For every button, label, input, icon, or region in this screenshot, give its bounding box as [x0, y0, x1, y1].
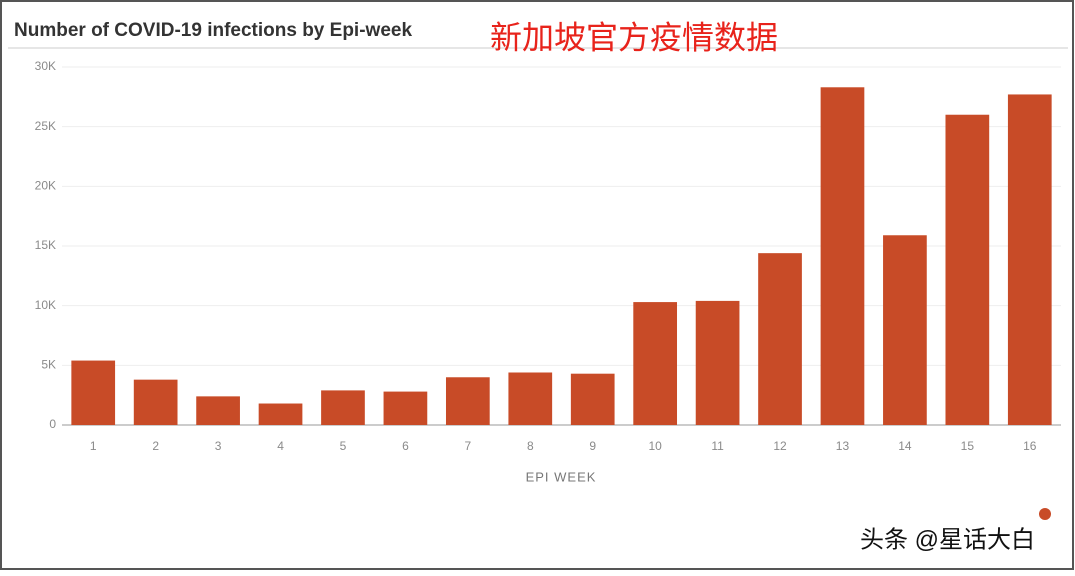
x-tick-label: 10 [648, 439, 662, 453]
x-tick-label: 6 [402, 439, 409, 453]
bar [321, 390, 365, 425]
bar [196, 396, 240, 425]
y-tick-label: 25K [35, 119, 56, 133]
x-tick-label: 12 [773, 439, 787, 453]
bar [758, 253, 802, 425]
bar [508, 372, 553, 425]
annotation: 新加坡官方疫情数据 [490, 19, 778, 55]
dot [1039, 508, 1051, 520]
bar [695, 300, 740, 425]
bar [133, 379, 178, 425]
y-tick-label: 10K [35, 298, 56, 312]
x-tick-label: 5 [340, 439, 347, 453]
x-tick-label: 4 [277, 439, 284, 453]
x-tick-label: 3 [215, 439, 222, 453]
x-tick-label: 11 [711, 439, 724, 453]
y-tick-label: 15K [35, 238, 56, 252]
x-tick-label: 16 [1023, 439, 1037, 453]
x-tick-label: 8 [527, 439, 534, 453]
x-tick-label: 13 [836, 439, 850, 453]
bar [71, 360, 116, 425]
x-tick-label: 15 [961, 439, 975, 453]
y-tick-label: 20K [35, 179, 56, 193]
bar [945, 114, 990, 425]
x-tick-label: 9 [589, 439, 596, 453]
x-tick-label: 1 [90, 439, 97, 453]
y-tick-label: 0 [49, 417, 56, 431]
bar [258, 403, 303, 425]
bar [633, 302, 678, 425]
bar [820, 87, 865, 425]
chart-title: Number of COVID-19 infections by Epi-wee… [14, 20, 412, 41]
y-tick-label: 30K [35, 59, 56, 73]
bar [383, 391, 428, 425]
bar [883, 235, 927, 425]
watermark: 头条 @星话大白 [860, 526, 1035, 553]
x-tick-label: 2 [152, 439, 159, 453]
bar [1007, 94, 1052, 426]
y-tick-label: 5K [41, 358, 56, 372]
x-axis-label: EPI WEEK [526, 469, 597, 484]
x-tick-label: 14 [898, 439, 912, 453]
bar [570, 373, 615, 425]
x-tick-label: 7 [465, 439, 472, 453]
bar [445, 377, 490, 425]
